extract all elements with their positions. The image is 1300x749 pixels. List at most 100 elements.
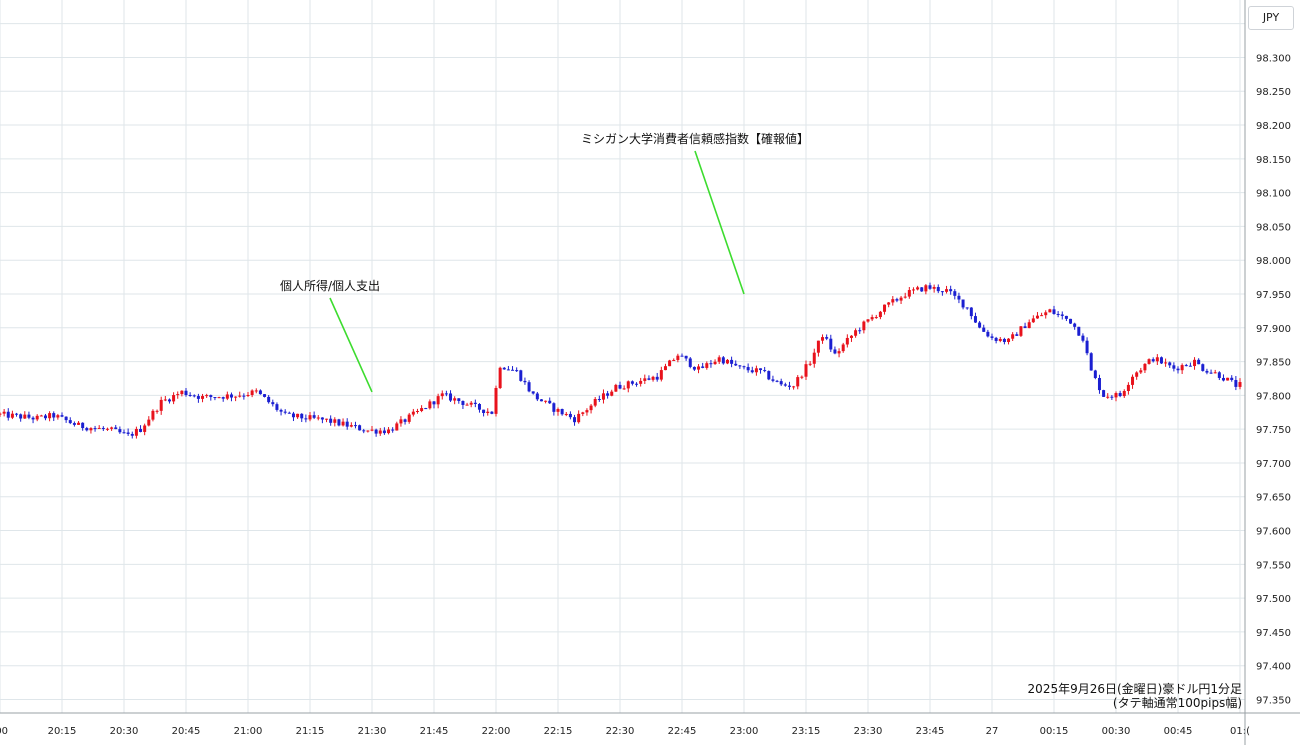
y-tick-label: 97.700 bbox=[1256, 459, 1291, 470]
candle-body bbox=[779, 381, 783, 385]
candle-body bbox=[990, 336, 994, 338]
candle-body bbox=[221, 397, 225, 399]
candle-body bbox=[1056, 313, 1060, 315]
x-tick-label: 20:30 bbox=[110, 726, 139, 737]
candle-body bbox=[767, 371, 771, 380]
candle-body bbox=[122, 432, 126, 434]
candle-body bbox=[1093, 370, 1097, 378]
candle-body bbox=[655, 376, 659, 380]
x-tick-label: 21:00 bbox=[234, 726, 263, 737]
candle-body bbox=[783, 384, 787, 386]
candle-body bbox=[895, 299, 899, 301]
x-tick-label: 01:( bbox=[1230, 726, 1250, 737]
candle-body bbox=[391, 429, 395, 431]
candle-body bbox=[1064, 315, 1068, 319]
candle-body bbox=[238, 395, 242, 397]
candle-body bbox=[622, 388, 626, 390]
y-tick-label: 97.650 bbox=[1256, 493, 1291, 504]
candle-body bbox=[1052, 309, 1056, 314]
y-tick-label: 97.400 bbox=[1256, 662, 1291, 673]
x-tick-label: 23:15 bbox=[792, 726, 821, 737]
candle-body bbox=[577, 413, 581, 423]
candle-body bbox=[35, 415, 39, 420]
currency-badge[interactable]: JPY bbox=[1248, 6, 1294, 30]
candle-body bbox=[957, 295, 961, 300]
candle-body bbox=[1135, 372, 1139, 377]
candle-body bbox=[601, 393, 605, 400]
y-tick-label: 97.500 bbox=[1256, 594, 1291, 605]
candle-body bbox=[556, 408, 560, 412]
candle-body bbox=[684, 355, 688, 359]
candle-body bbox=[10, 413, 14, 418]
candle-body bbox=[920, 287, 924, 292]
candle-body bbox=[697, 366, 701, 370]
candle-body bbox=[407, 414, 411, 422]
candle-body bbox=[643, 378, 647, 381]
candle-body bbox=[1114, 393, 1118, 398]
candle-body bbox=[713, 361, 717, 365]
candle-body bbox=[167, 399, 171, 402]
candle-body bbox=[581, 412, 585, 414]
candle-body bbox=[1044, 312, 1048, 316]
candle-body bbox=[1122, 391, 1126, 397]
candle-body bbox=[254, 390, 258, 392]
candle-body bbox=[709, 363, 713, 365]
candle-body bbox=[1168, 362, 1172, 366]
annotation-line bbox=[329, 297, 373, 393]
candle-body bbox=[1073, 323, 1077, 327]
candle-body bbox=[287, 412, 291, 414]
candle-body bbox=[953, 291, 957, 296]
candle-body bbox=[668, 360, 672, 367]
candle-body bbox=[535, 393, 539, 400]
candle-body bbox=[787, 385, 791, 387]
candle-body bbox=[1230, 377, 1234, 381]
candle-body bbox=[1069, 318, 1073, 324]
candle-body bbox=[411, 411, 415, 415]
candle-body bbox=[89, 428, 93, 431]
candle-body bbox=[1139, 370, 1143, 373]
candle-body bbox=[837, 351, 841, 354]
candle-body bbox=[477, 404, 481, 410]
candle-body bbox=[205, 395, 209, 397]
candle-body bbox=[341, 421, 345, 426]
candle-body bbox=[432, 401, 436, 405]
chart-caption-line2: (タテ軸通常100pips幅) bbox=[1112, 696, 1242, 710]
candle-body bbox=[1102, 390, 1106, 397]
candle-body bbox=[858, 330, 862, 332]
candle-body bbox=[899, 297, 903, 301]
candle-body bbox=[126, 432, 130, 434]
candle-body bbox=[395, 423, 399, 431]
candle-body bbox=[209, 395, 213, 398]
candle-body bbox=[196, 396, 200, 399]
candle-body bbox=[734, 363, 738, 366]
candle-body bbox=[816, 340, 820, 353]
candle-body bbox=[961, 299, 965, 308]
candle-body bbox=[1213, 372, 1217, 374]
candle-body bbox=[1193, 359, 1197, 367]
candle-body bbox=[866, 319, 870, 322]
candle-body bbox=[291, 413, 295, 418]
candle-body bbox=[742, 366, 746, 368]
candle-body bbox=[134, 428, 138, 436]
candle-body bbox=[242, 395, 246, 397]
candle-body bbox=[151, 410, 155, 420]
candle-body bbox=[907, 290, 911, 297]
candle-body bbox=[969, 307, 973, 317]
candle-body bbox=[1209, 372, 1213, 374]
candle-body bbox=[1081, 335, 1085, 341]
candle-body bbox=[163, 399, 167, 401]
candle-body bbox=[754, 368, 758, 373]
candle-body bbox=[1226, 377, 1230, 381]
candle-body bbox=[1155, 357, 1159, 362]
candle-body bbox=[1234, 380, 1238, 387]
candle-body bbox=[1143, 363, 1147, 371]
candle-body bbox=[333, 419, 337, 423]
candle-body bbox=[862, 321, 866, 331]
x-tick-label: :00 bbox=[0, 726, 8, 737]
candle-body bbox=[750, 370, 754, 373]
candle-body bbox=[593, 398, 597, 406]
candle-body bbox=[362, 430, 366, 432]
candle-body bbox=[213, 397, 217, 399]
candle-body bbox=[1110, 396, 1114, 398]
